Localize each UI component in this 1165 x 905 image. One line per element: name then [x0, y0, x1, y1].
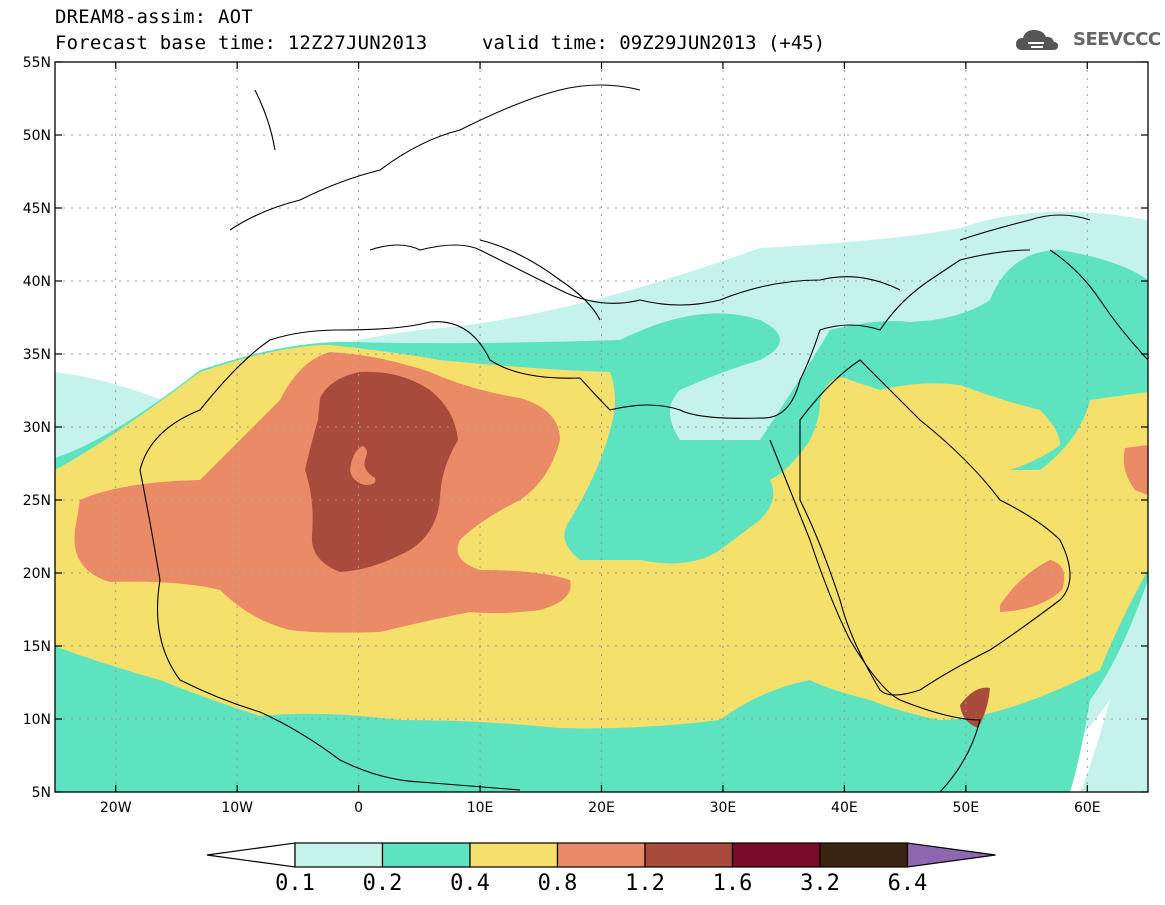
colorbar-box: [469, 842, 559, 868]
lon-label: 10E: [467, 800, 494, 816]
colorbar-high-arrow: [906, 842, 996, 868]
colorbar-label: 1.6: [713, 871, 753, 896]
colorbar-label: 1.2: [625, 871, 665, 896]
lat-label: 30N: [23, 420, 51, 436]
colorbar: 0.1 0.2 0.4 0.8 1.2 1.6 3.2 6.4: [206, 842, 996, 896]
lon-label: 10W: [221, 800, 253, 816]
lat-label: 50N: [23, 128, 51, 144]
coastlines: [139, 84, 1148, 792]
lon-label: 30E: [710, 800, 737, 816]
colorbar-box: [731, 842, 821, 868]
colorbar-label: 0.8: [538, 871, 578, 896]
axes: 55N 50N 45N 40N 35N 30N 25N 20N 15N 10N 5N 20W 10W 0 1…: [23, 55, 1148, 816]
lat-label: 55N: [23, 55, 51, 71]
lon-label: 50E: [952, 800, 979, 816]
lon-label: 20W: [100, 800, 132, 816]
aot-contours: [55, 211, 1148, 792]
cloud-logo-icon: [1016, 30, 1058, 50]
colorbar-label: 0.2: [363, 871, 403, 896]
colorbar-label: 0.4: [450, 871, 490, 896]
valid-time: valid time: 09Z29JUN2013 (+45): [482, 32, 826, 54]
lat-label: 40N: [23, 274, 51, 290]
lon-label: 20E: [588, 800, 615, 816]
lat-label: 45N: [23, 201, 51, 217]
colorbar-label: 0.1: [275, 871, 315, 896]
logo-text: SEEVCCC: [1073, 29, 1161, 50]
lat-label: 35N: [23, 347, 51, 363]
contour-hole: [350, 446, 376, 485]
lat-label: 5N: [32, 785, 51, 801]
title-line-1: DREAM8-assim: AOT: [55, 6, 253, 28]
colorbar-box: [294, 842, 384, 868]
colorbar-box: [644, 842, 734, 868]
contour-1-2: [305, 371, 458, 572]
title-line-2: Forecast base time: 12Z27JUN2013: [55, 32, 428, 54]
contour-1-2-horn: [960, 687, 990, 728]
lat-label: 15N: [23, 639, 51, 655]
colorbar-low-arrow: [206, 842, 296, 868]
lat-label: 10N: [23, 712, 51, 728]
lon-label: 0: [354, 800, 363, 816]
lat-label: 20N: [23, 566, 51, 582]
colorbar-box: [381, 842, 471, 868]
colorbar-label: 6.4: [888, 871, 928, 896]
colorbar-box: [556, 842, 646, 868]
gridlines: [55, 62, 1148, 792]
colorbar-box: [819, 842, 909, 868]
lon-label: 60E: [1074, 800, 1101, 816]
contour-0-8-gulf: [1123, 445, 1148, 495]
lat-label: 25N: [23, 493, 51, 509]
colorbar-label: 3.2: [800, 871, 840, 896]
lon-label: 40E: [831, 800, 858, 816]
